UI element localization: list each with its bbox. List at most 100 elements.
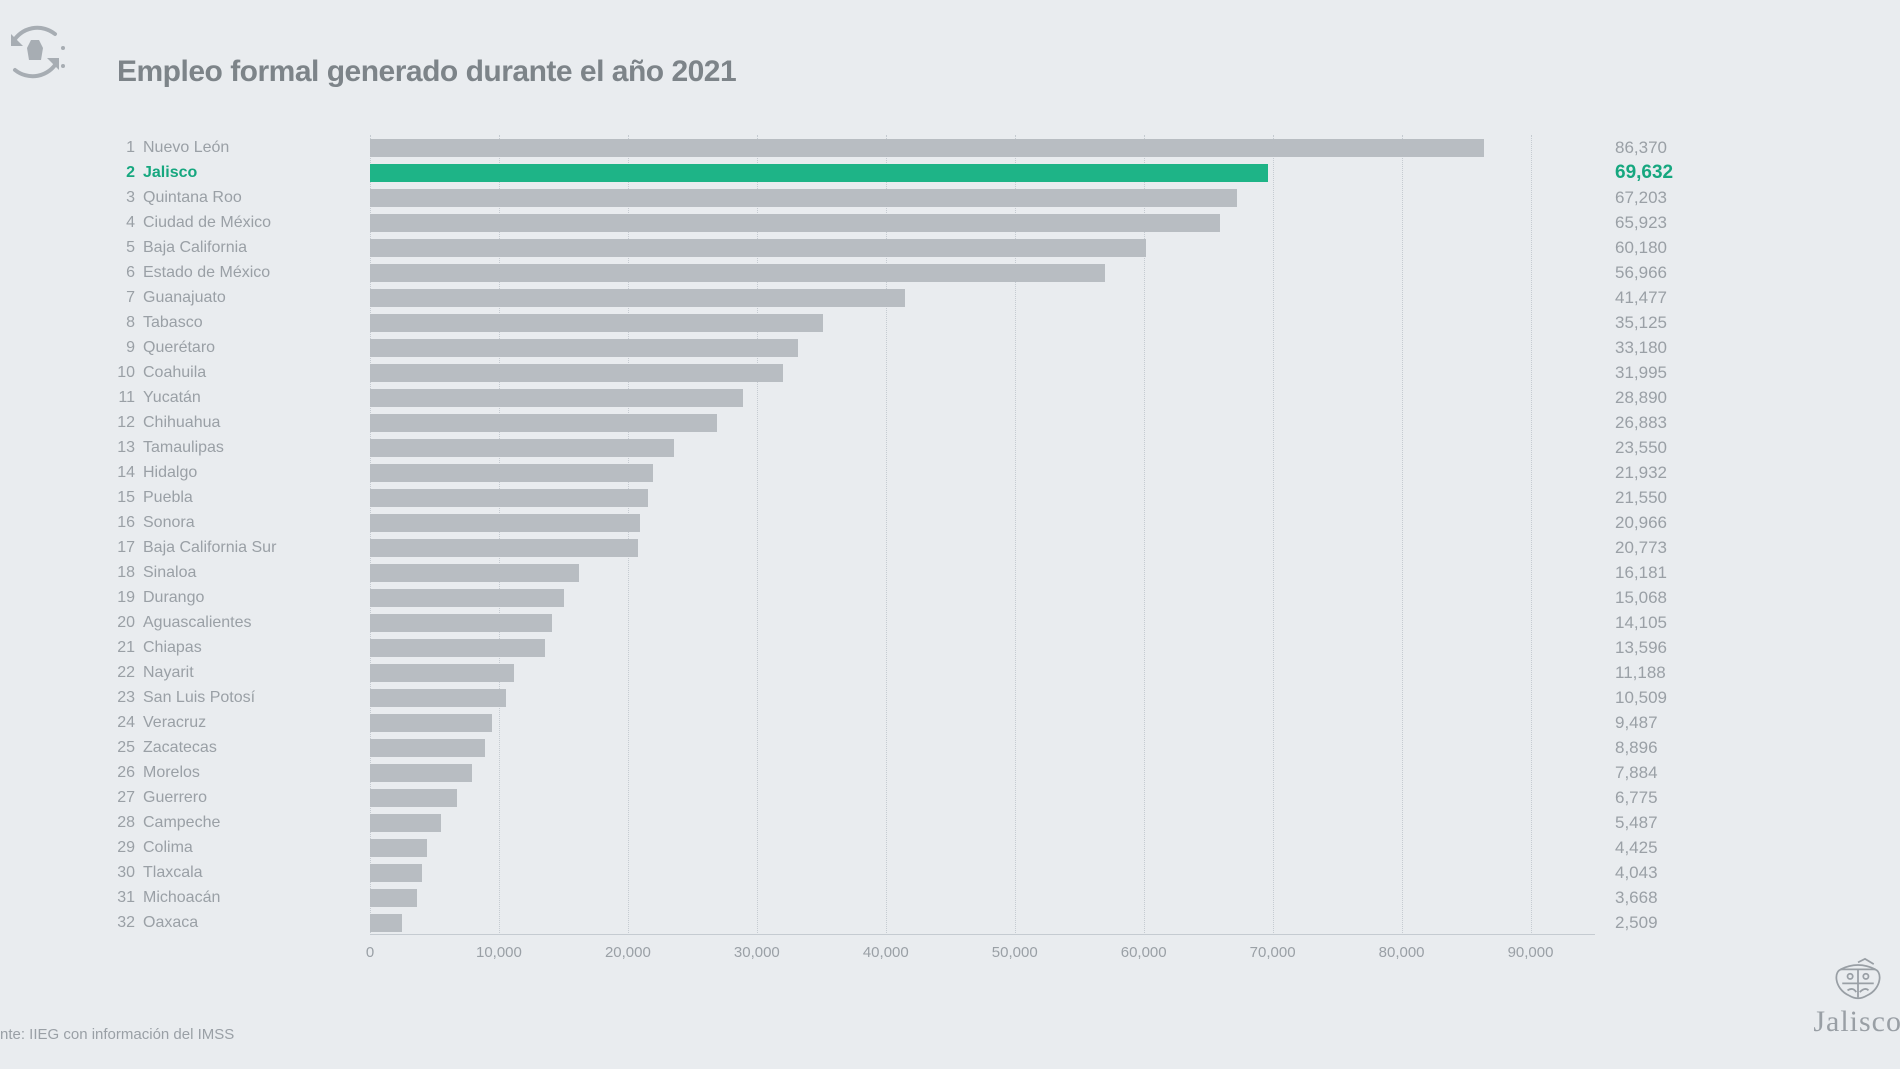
rank-number: 11 [105, 389, 135, 407]
chart-row: 27Guerrero6,775 [105, 785, 1735, 810]
value-label: 20,773 [1615, 539, 1735, 557]
chart-row: 22Nayarit11,188 [105, 660, 1735, 685]
rank-number: 28 [105, 814, 135, 832]
state-label: Baja California [143, 239, 363, 257]
state-label: Chihuahua [143, 414, 363, 432]
chart-row: 2 Jalisco 69,632 [105, 160, 1735, 185]
value-label: 41,477 [1615, 289, 1735, 307]
value-label: 15,068 [1615, 589, 1735, 607]
chart-row: 28 Campeche 5,487 [105, 810, 1735, 835]
chart-row: 7Guanajuato41,477 [105, 285, 1735, 310]
state-label: Colima [143, 839, 363, 857]
state-label: Durango [143, 589, 363, 607]
state-label: San Luis Potosí [143, 689, 363, 707]
state-label: Coahuila [143, 364, 363, 382]
value-label: 5,487 [1615, 814, 1735, 832]
rank-number: 1 [105, 139, 135, 157]
rank-number: 15 [105, 489, 135, 507]
value-label: 28,890 [1615, 389, 1735, 407]
rank-number: 18 [105, 564, 135, 582]
chart-row: 25Zacatecas8,896 [105, 735, 1735, 760]
chart-row: 11 Yucatán 28,890 [105, 385, 1735, 410]
state-label: Quintana Roo [143, 189, 363, 207]
chart-row: 32Oaxaca2,509 [105, 910, 1735, 935]
value-label: 4,425 [1615, 839, 1735, 857]
chart-title: Empleo formal generado durante el año 20… [117, 55, 736, 89]
rank-number: 6 [105, 264, 135, 282]
value-label: 14,105 [1615, 614, 1735, 632]
value-label: 21,932 [1615, 464, 1735, 482]
state-label: Chiapas [143, 639, 363, 657]
bar-chart: 010,00020,00030,00040,00050,00060,00070,… [105, 135, 1735, 980]
state-label: Sinaloa [143, 564, 363, 582]
rank-number: 3 [105, 189, 135, 207]
rank-number: 31 [105, 889, 135, 907]
value-label: 56,966 [1615, 264, 1735, 282]
state-label: Hidalgo [143, 464, 363, 482]
jalisco-logo: Jalisco [1813, 957, 1900, 1039]
value-label: 31,995 [1615, 364, 1735, 382]
rank-number: 13 [105, 439, 135, 457]
value-label: 7,884 [1615, 764, 1735, 782]
chart-row: 8 Tabasco 35,125 [105, 310, 1735, 335]
rank-number: 29 [105, 839, 135, 857]
state-label: Baja California Sur [143, 539, 363, 557]
rank-number: 23 [105, 689, 135, 707]
x-tick-label: 20,000 [605, 944, 651, 961]
chart-row: 20Aguascalientes14,105 [105, 610, 1735, 635]
chart-row: 3Quintana Roo67,203 [105, 185, 1735, 210]
chart-row: 5Baja California60,180 [105, 235, 1735, 260]
value-label: 8,896 [1615, 739, 1735, 757]
chart-row: 10Coahuila31,995 [105, 360, 1735, 385]
state-label: Nuevo León [143, 139, 363, 157]
rank-number: 12 [105, 414, 135, 432]
state-label: Nayarit [143, 664, 363, 682]
state-label: Veracruz [143, 714, 363, 732]
value-label: 69,632 [1615, 164, 1735, 182]
state-label: Zacatecas [143, 739, 363, 757]
state-label: Morelos [143, 764, 363, 782]
value-label: 26,883 [1615, 414, 1735, 432]
value-label: 3,668 [1615, 889, 1735, 907]
rank-number: 16 [105, 514, 135, 532]
value-label: 35,125 [1615, 314, 1735, 332]
chart-row: 26Morelos7,884 [105, 760, 1735, 785]
chart-row: 9 Querétaro 33,180 [105, 335, 1735, 360]
rank-number: 17 [105, 539, 135, 557]
chart-row: 1 Nuevo León 86,370 [105, 135, 1735, 160]
rank-number: 30 [105, 864, 135, 882]
rank-number: 8 [105, 314, 135, 332]
chart-row: 15Puebla21,550 [105, 485, 1735, 510]
coat-of-arms-icon [1823, 957, 1893, 1001]
value-label: 60,180 [1615, 239, 1735, 257]
value-label: 10,509 [1615, 689, 1735, 707]
state-label: Querétaro [143, 339, 363, 357]
x-tick-label: 30,000 [734, 944, 780, 961]
x-tick-label: 40,000 [863, 944, 909, 961]
x-tick-label: 70,000 [1250, 944, 1296, 961]
rank-number: 27 [105, 789, 135, 807]
x-tick-label: 50,000 [992, 944, 1038, 961]
rank-number: 32 [105, 914, 135, 932]
value-label: 86,370 [1615, 139, 1735, 157]
value-label: 13,596 [1615, 639, 1735, 657]
state-label: Tamaulipas [143, 439, 363, 457]
rank-number: 2 [105, 164, 135, 182]
chart-row: 14Hidalgo21,932 [105, 460, 1735, 485]
state-label: Yucatán [143, 389, 363, 407]
value-label: 2,509 [1615, 914, 1735, 932]
state-label: Tabasco [143, 314, 363, 332]
state-label: Jalisco [143, 164, 363, 182]
state-label: Estado de México [143, 264, 363, 282]
source-footnote: nte: IIEG con información del IMSS [0, 1026, 234, 1043]
state-label: Campeche [143, 814, 363, 832]
rank-number: 20 [105, 614, 135, 632]
state-label: Sonora [143, 514, 363, 532]
page: Empleo formal generado durante el año 20… [0, 0, 1900, 1069]
value-label: 9,487 [1615, 714, 1735, 732]
chart-row: 17 Baja California Sur 20,773 [105, 535, 1735, 560]
value-label: 33,180 [1615, 339, 1735, 357]
brand-name: Jalisco [1813, 1005, 1900, 1039]
rank-number: 9 [105, 339, 135, 357]
value-label: 20,966 [1615, 514, 1735, 532]
